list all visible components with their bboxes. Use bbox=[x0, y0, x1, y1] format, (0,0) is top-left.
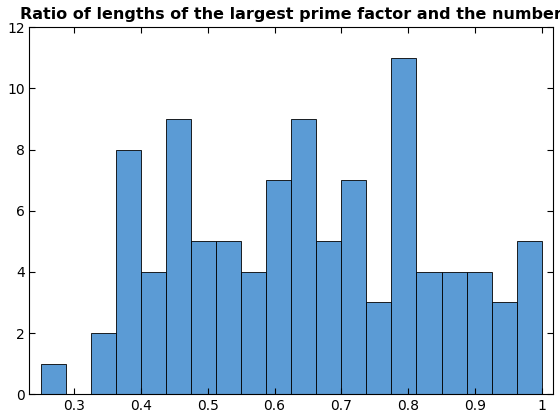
Bar bbox=[342, 180, 366, 394]
Bar bbox=[291, 119, 316, 394]
Bar bbox=[366, 302, 391, 394]
Title: Ratio of lengths of the largest prime factor and the number: Ratio of lengths of the largest prime fa… bbox=[20, 7, 560, 22]
Bar bbox=[191, 241, 216, 394]
Bar bbox=[41, 364, 66, 394]
Bar bbox=[466, 272, 492, 394]
Bar bbox=[417, 272, 441, 394]
Bar bbox=[492, 302, 517, 394]
Bar bbox=[241, 272, 266, 394]
Bar bbox=[316, 241, 342, 394]
Bar bbox=[266, 180, 291, 394]
Bar bbox=[441, 272, 466, 394]
Bar bbox=[91, 333, 116, 394]
Bar bbox=[216, 241, 241, 394]
Bar bbox=[116, 150, 141, 394]
Bar bbox=[166, 119, 191, 394]
Bar bbox=[391, 58, 417, 394]
Bar bbox=[141, 272, 166, 394]
Bar bbox=[517, 241, 542, 394]
